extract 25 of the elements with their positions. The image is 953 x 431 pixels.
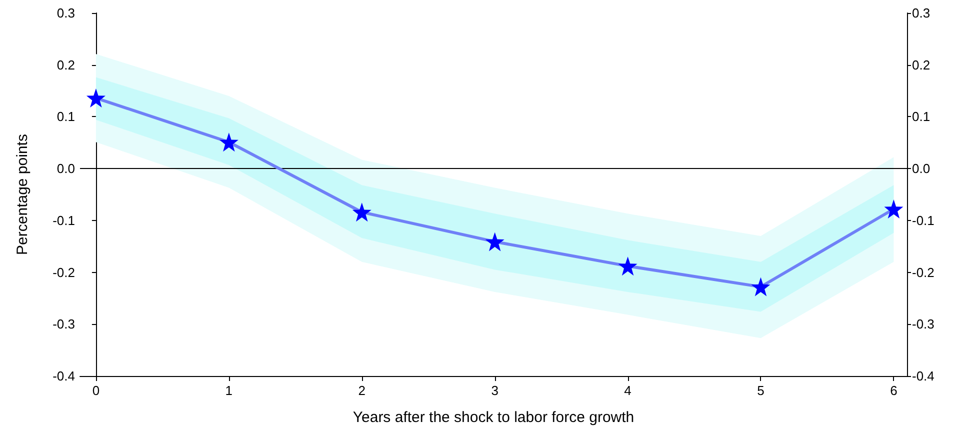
x-tick-label: 4 <box>624 383 632 398</box>
x-tick-label: 6 <box>890 383 898 398</box>
y-tick-label: -0.2 <box>52 264 75 280</box>
y-tick-label: -0.3 <box>52 316 75 332</box>
y2-tick-label: 0.1 <box>912 109 930 124</box>
y-tick-label: 0.2 <box>56 57 75 72</box>
y2-tick-label: -0.1 <box>912 212 934 228</box>
x-tick-label: 2 <box>358 383 366 398</box>
y2-tick-label: 0.3 <box>912 6 930 20</box>
y-tick-label: 0.0 <box>56 161 75 176</box>
y-tick-label: -0.4 <box>52 368 75 384</box>
x-tick-label: 3 <box>491 383 498 398</box>
y-axis-title: Percentage points <box>14 134 31 255</box>
x-tick-label: 0 <box>92 383 100 398</box>
y-tick-label: 0.3 <box>56 6 75 20</box>
y-tick-label: 0.1 <box>56 109 75 124</box>
x-tick-label: 5 <box>757 383 764 398</box>
y2-tick-label: -0.2 <box>912 264 934 280</box>
y-tick-label: -0.1 <box>52 212 75 228</box>
y2-tick-label: 0.2 <box>912 57 930 72</box>
y2-tick-label: -0.3 <box>912 316 934 332</box>
y2-tick-label: -0.4 <box>912 368 934 384</box>
x-tick-label: 1 <box>225 383 233 398</box>
y2-tick-label: 0.0 <box>912 161 930 176</box>
x-axis-title: Years after the shock to labor force growth <box>352 409 634 426</box>
